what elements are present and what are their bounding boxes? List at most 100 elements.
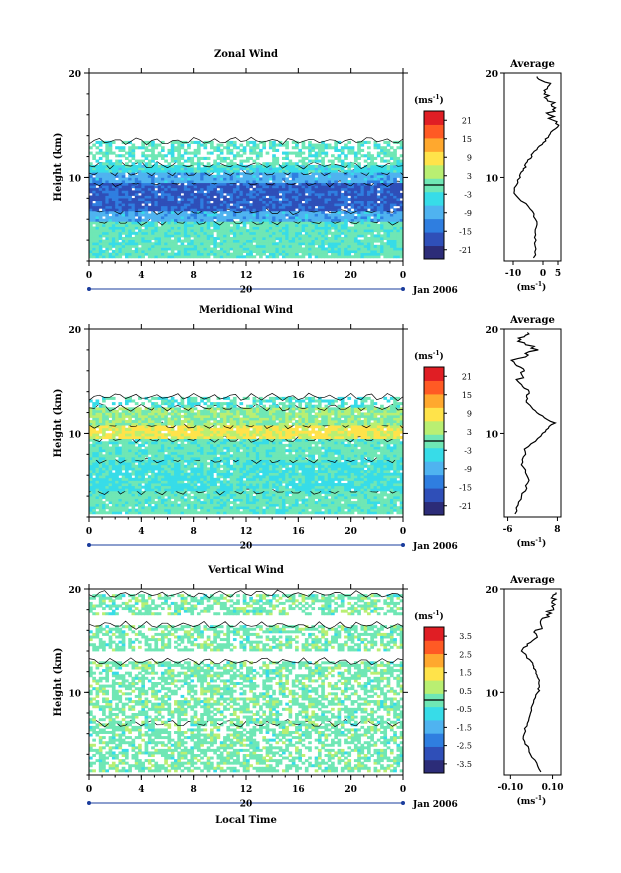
- zonal-cell: [236, 247, 240, 251]
- zonal-cell: [167, 231, 172, 235]
- zonal-cell: [367, 195, 371, 199]
- zonal-cell: [177, 140, 181, 144]
- zonal-cell: [203, 229, 208, 233]
- zonal-cell: [396, 192, 401, 196]
- zonal-cell: [285, 151, 289, 155]
- meridional-cell: [360, 496, 365, 499]
- zonal-cell: [144, 174, 149, 178]
- zonal-cell: [363, 250, 368, 254]
- meridional-cell: [278, 503, 283, 507]
- zonal-cell: [268, 236, 273, 240]
- zonal-cell: [164, 203, 168, 207]
- zonal-cell: [131, 210, 136, 214]
- zonal-cell: [108, 205, 113, 209]
- zonal-cell: [239, 162, 244, 166]
- zonal-cell: [268, 203, 273, 207]
- zonal-cell: [268, 177, 273, 181]
- zonal-cell: [357, 252, 361, 256]
- zonal-cell: [288, 208, 293, 212]
- zonal-cell: [353, 242, 358, 246]
- zonal-cell: [151, 156, 155, 160]
- zonal-profile-line: [513, 76, 560, 259]
- zonal-cell: [160, 229, 165, 233]
- zonal-cell: [177, 203, 181, 207]
- zonal-cell: [360, 223, 365, 227]
- zonal-cell: [115, 203, 119, 207]
- zonal-cell: [337, 177, 342, 181]
- zonal-cell: [239, 180, 244, 184]
- zonal-cell: [219, 247, 224, 251]
- zonal-cell: [180, 229, 185, 233]
- meridional-cell: [321, 501, 325, 505]
- meridional-cell: [301, 483, 306, 487]
- zonal-cell: [295, 229, 299, 233]
- zonal-cell: [259, 185, 263, 189]
- meridional-cell: [389, 485, 394, 489]
- zonal-cell: [174, 213, 178, 217]
- zonal-cell: [213, 148, 217, 152]
- zonal-cell: [367, 213, 371, 217]
- zonal-cell: [223, 180, 227, 184]
- zonal-cell: [213, 229, 217, 233]
- zonal-cell: [170, 172, 175, 176]
- zonal-cell: [386, 208, 391, 212]
- zonal-cell: [115, 200, 119, 204]
- zonal-cell: [190, 159, 195, 163]
- zonal-cell: [232, 185, 237, 189]
- zonal-cell: [353, 221, 358, 225]
- zonal-cell: [393, 239, 397, 243]
- meridional-cell: [340, 503, 345, 507]
- zonal-cell: [200, 252, 204, 256]
- zonal-cell: [210, 198, 214, 202]
- zonal-cell: [200, 234, 204, 238]
- zonal-cell: [232, 226, 237, 230]
- zonal-cell: [226, 210, 231, 214]
- zonal-cell: [331, 198, 335, 202]
- meridional-cell: [200, 493, 204, 497]
- zonal-cell: [344, 198, 348, 202]
- meridional-cell: [177, 508, 181, 512]
- zonal-cell: [291, 146, 296, 150]
- zonal-cell: [138, 213, 142, 217]
- zonal-cell: [246, 190, 250, 194]
- zonal-cell: [376, 146, 381, 150]
- zonal-cell: [98, 195, 103, 199]
- meridional-cell: [373, 485, 378, 489]
- zonal-cell: [347, 252, 352, 256]
- zonal-xtick-label: 20: [344, 271, 357, 281]
- meridional-cell: [367, 508, 371, 512]
- meridional-cell: [164, 483, 168, 487]
- zonal-cell: [321, 190, 325, 194]
- zonal-cell: [327, 177, 332, 181]
- meridional-cell: [118, 480, 123, 484]
- zonal-cell: [183, 159, 188, 163]
- meridional-cell: [131, 480, 136, 484]
- zonal-cell: [353, 216, 358, 220]
- meridional-cell: [118, 503, 123, 507]
- zonal-cell: [370, 229, 374, 233]
- zonal-cell: [108, 210, 113, 214]
- zonal-cell: [144, 223, 149, 227]
- zonal-cell: [183, 250, 188, 254]
- zonal-cell: [206, 200, 211, 204]
- zonal-cell: [281, 244, 286, 248]
- zonal-cell: [393, 185, 397, 189]
- zonal-cell: [334, 167, 338, 171]
- zonal-cell: [265, 162, 270, 166]
- zonal-cell: [157, 174, 162, 178]
- zonal-cell: [308, 231, 312, 235]
- meridional-cell: [249, 501, 253, 505]
- zonal-cell: [206, 213, 211, 217]
- zonal-cell: [396, 252, 401, 256]
- zonal-cell: [108, 167, 113, 171]
- zonal-cell: [259, 177, 263, 181]
- zonal-cell: [363, 231, 368, 235]
- zonal-cell: [268, 216, 273, 220]
- zonal-cell: [151, 250, 155, 254]
- zonal-cell: [298, 216, 302, 220]
- zonal-cell: [206, 236, 211, 240]
- meridional-cell: [203, 506, 208, 510]
- zonal-cell: [327, 167, 332, 171]
- zonal-cell: [203, 242, 208, 246]
- zonal-cell: [396, 213, 401, 217]
